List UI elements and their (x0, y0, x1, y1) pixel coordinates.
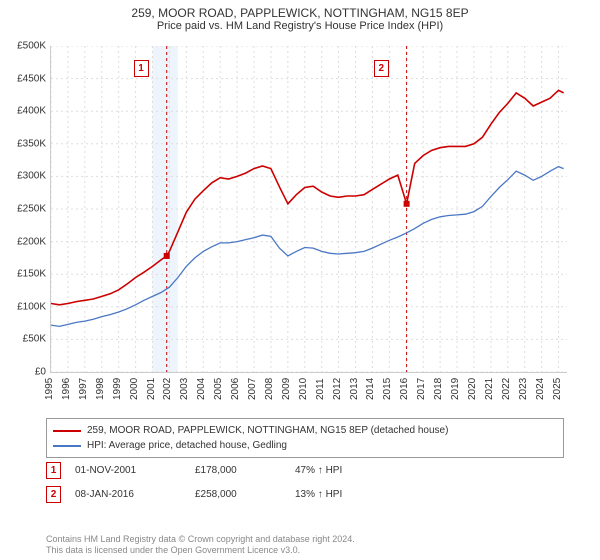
x-tick-label: 2005 (213, 378, 224, 400)
x-tick-label: 2003 (179, 378, 190, 400)
event-label-box: 1 (134, 60, 149, 77)
x-tick-label: 1999 (112, 378, 123, 400)
y-axis: £0£50K£100K£150K£200K£250K£300K£350K£400… (0, 46, 50, 372)
y-tick-label: £50K (23, 334, 46, 345)
x-tick-label: 2006 (230, 378, 241, 400)
txn-date: 08-JAN-2016 (75, 489, 195, 500)
legend-label: 259, MOOR ROAD, PAPPLEWICK, NOTTINGHAM, … (87, 425, 448, 436)
chart-subtitle: Price paid vs. HM Land Registry's House … (0, 20, 600, 36)
txn-price: £178,000 (195, 465, 295, 476)
x-tick-label: 2023 (518, 378, 529, 400)
txn-delta: 47% ↑ HPI (295, 465, 355, 476)
x-tick-label: 2025 (552, 378, 563, 400)
attribution-line: Contains HM Land Registry data © Crown c… (46, 534, 564, 545)
x-tick-label: 2009 (281, 378, 292, 400)
x-tick-label: 2017 (416, 378, 427, 400)
txn-price: £258,000 (195, 489, 295, 500)
y-tick-label: £350K (17, 138, 46, 149)
series-line (51, 167, 564, 327)
x-tick-label: 2010 (298, 378, 309, 400)
y-tick-label: £250K (17, 204, 46, 215)
x-tick-label: 2008 (264, 378, 275, 400)
event-label-box: 2 (374, 60, 389, 77)
chart-title: 259, MOOR ROAD, PAPPLEWICK, NOTTINGHAM, … (0, 0, 600, 20)
y-tick-label: £200K (17, 236, 46, 247)
x-tick-label: 2016 (399, 378, 410, 400)
x-axis: 1995199619971998199920002001200220032004… (50, 374, 566, 410)
x-tick-label: 1998 (95, 378, 106, 400)
y-tick-label: £450K (17, 73, 46, 84)
x-tick-label: 1995 (44, 378, 55, 400)
y-tick-label: £400K (17, 106, 46, 117)
x-tick-label: 1996 (61, 378, 72, 400)
x-tick-label: 2014 (365, 378, 376, 400)
txn-delta: 13% ↑ HPI (295, 489, 355, 500)
txn-date: 01-NOV-2001 (75, 465, 195, 476)
legend-item: 259, MOOR ROAD, PAPPLEWICK, NOTTINGHAM, … (53, 423, 557, 438)
x-tick-label: 2021 (484, 378, 495, 400)
x-tick-label: 2000 (129, 378, 140, 400)
legend-item: HPI: Average price, detached house, Gedl… (53, 438, 557, 453)
y-tick-label: £300K (17, 171, 46, 182)
transaction-row: 2 08-JAN-2016 £258,000 13% ↑ HPI (46, 486, 564, 503)
legend-swatch (53, 445, 81, 447)
x-tick-label: 2012 (332, 378, 343, 400)
x-tick-label: 2020 (467, 378, 478, 400)
attribution-line: This data is licensed under the Open Gov… (46, 545, 564, 556)
txn-marker: 1 (46, 462, 61, 479)
event-marker (404, 201, 410, 207)
x-tick-label: 2011 (315, 378, 326, 400)
series-line (51, 90, 564, 304)
legend-swatch (53, 430, 81, 432)
x-tick-label: 2004 (196, 378, 207, 400)
x-tick-label: 2022 (501, 378, 512, 400)
y-tick-label: £150K (17, 269, 46, 280)
x-tick-label: 2002 (162, 378, 173, 400)
x-tick-label: 2015 (382, 378, 393, 400)
plot-area (50, 46, 567, 373)
x-tick-label: 2024 (535, 378, 546, 400)
transaction-row: 1 01-NOV-2001 £178,000 47% ↑ HPI (46, 462, 564, 479)
attribution: Contains HM Land Registry data © Crown c… (46, 534, 564, 557)
x-tick-label: 2018 (433, 378, 444, 400)
legend-label: HPI: Average price, detached house, Gedl… (87, 440, 287, 451)
x-tick-label: 2001 (146, 378, 157, 400)
legend: 259, MOOR ROAD, PAPPLEWICK, NOTTINGHAM, … (46, 418, 564, 458)
x-tick-label: 2013 (349, 378, 360, 400)
event-marker (164, 253, 170, 259)
x-tick-label: 2019 (450, 378, 461, 400)
x-tick-label: 2007 (247, 378, 258, 400)
y-tick-label: £0 (35, 367, 46, 378)
y-tick-label: £100K (17, 301, 46, 312)
txn-marker: 2 (46, 486, 61, 503)
y-tick-label: £500K (17, 41, 46, 52)
x-tick-label: 1997 (78, 378, 89, 400)
